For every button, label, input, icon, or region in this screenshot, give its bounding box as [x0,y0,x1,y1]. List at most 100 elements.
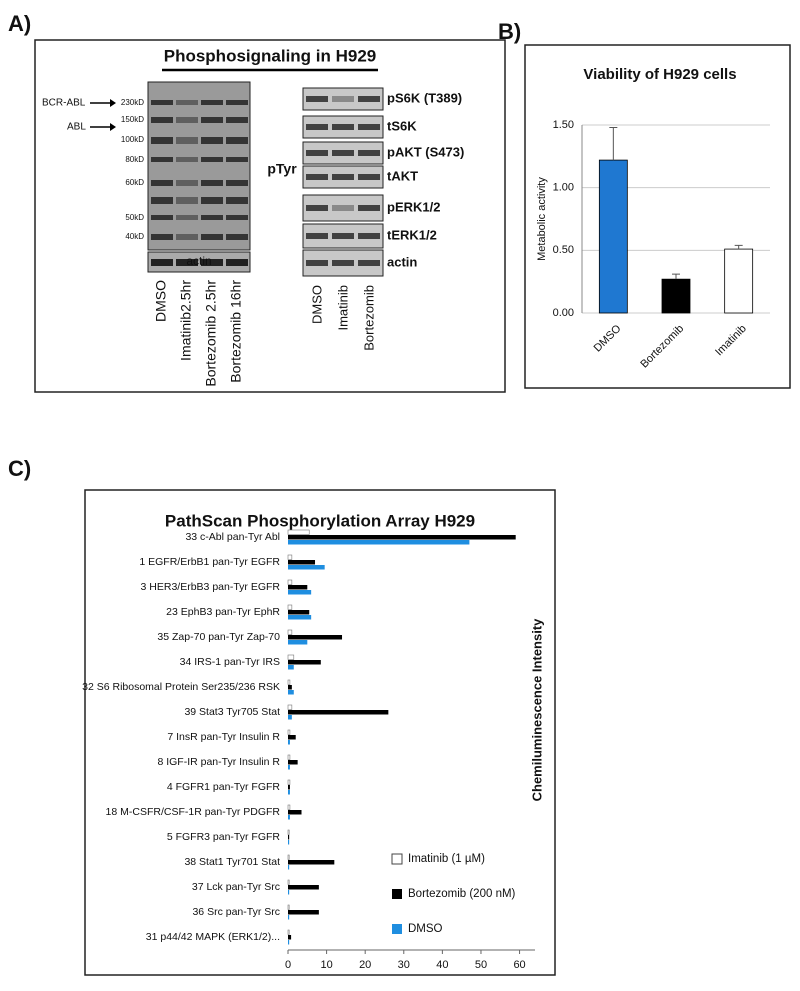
category-label: 33 c-Abl pan-Tyr Abl [185,531,280,543]
band [176,100,198,105]
band [151,259,173,266]
category-label: 1 EGFR/ErbB1 pan-Tyr EGFR [139,556,280,568]
x-tick-label: 10 [320,959,332,971]
y-tick-label: 1.50 [553,119,574,131]
loading-label: actin [186,254,211,268]
bar [288,535,516,540]
bar [288,940,290,945]
y-axis-title: Metabolic activity [536,177,548,261]
error-bar [734,244,743,250]
error-bar [672,273,680,280]
band [306,174,328,180]
band [176,259,198,266]
band [151,137,173,144]
band [358,124,380,130]
marker-label: 80kD [125,155,144,164]
row-label: tERK1/2 [387,227,437,242]
band [201,180,223,186]
band [201,100,223,105]
x-tick-label: 20 [359,959,371,971]
band [306,150,328,156]
bar [287,854,290,860]
lane-label: Bortezomib [361,285,376,351]
lane-label: DMSO [309,285,324,324]
band [226,100,248,105]
band [201,259,223,266]
row-label: actin [387,254,417,269]
band [151,157,173,162]
bar [288,710,389,715]
band [306,96,328,102]
band [358,96,380,102]
bar [287,804,291,810]
band [176,234,198,240]
ptyr-label: pTyr [267,161,297,177]
bar [288,685,292,690]
band [226,215,248,220]
legend-label: Imatinib (1 µM) [408,853,485,865]
bar [288,615,312,620]
panel-label: A) [8,11,31,36]
bar [287,529,310,535]
bar [288,915,290,920]
bar [288,910,319,915]
bar [288,835,290,840]
band [332,150,354,156]
arrow-label: ABL [67,122,86,133]
bar [287,779,291,785]
band [306,260,328,266]
lane-label: Bortezomib 16hr [228,280,244,383]
bar [288,715,292,720]
bar [288,860,335,865]
x-tick-label: 40 [436,959,448,971]
panel-label: C) [8,456,31,481]
band [332,96,354,102]
category-label: 39 Stat3 Tyr705 Stat [184,706,280,718]
lane-label: Bortezomib 2.5hr [203,280,219,387]
bar [287,929,290,935]
band [176,180,198,186]
band [358,233,380,239]
category-label: 37 Lck pan-Tyr Src [192,881,280,893]
band [151,117,173,123]
marker-label: 100kD [121,135,144,144]
category-label: 7 InsR pan-Tyr Insulin R [167,731,280,743]
bar [288,565,325,570]
x-tick-label: DMSO [592,322,624,354]
band [226,234,248,240]
bar [288,810,302,815]
band [358,260,380,266]
category-label: 4 FGFR1 pan-Tyr FGFR [167,781,281,793]
category-label: 3 HER3/ErbB3 pan-Tyr EGFR [141,581,281,593]
bar [287,879,290,885]
row-label: pS6K (T389) [387,90,462,105]
band [332,205,354,211]
y-tick-label: 1.00 [553,182,574,194]
arrow-label: BCR-ABL [42,98,86,109]
band [226,117,248,123]
lane-label: DMSO [153,280,169,322]
x-tick-label: Imatinib [713,323,749,359]
band [332,174,354,180]
band [176,157,198,162]
band [226,157,248,162]
category-label: 23 EphB3 pan-Tyr EphR [166,606,280,618]
bar [287,829,290,835]
band [201,197,223,204]
bar [287,679,291,685]
bar [287,904,290,910]
band [151,180,173,186]
bar [288,785,290,790]
bar [287,729,291,735]
bar [288,840,290,845]
y-tick-label: 0.50 [553,244,574,256]
band [151,197,173,204]
legend-swatch [392,924,402,934]
bar [287,654,295,660]
x-tick-label: 0 [285,959,291,971]
category-label: 5 FGFR3 pan-Tyr FGFR [167,831,281,843]
band [306,124,328,130]
bar [288,890,290,895]
bar [288,885,319,890]
